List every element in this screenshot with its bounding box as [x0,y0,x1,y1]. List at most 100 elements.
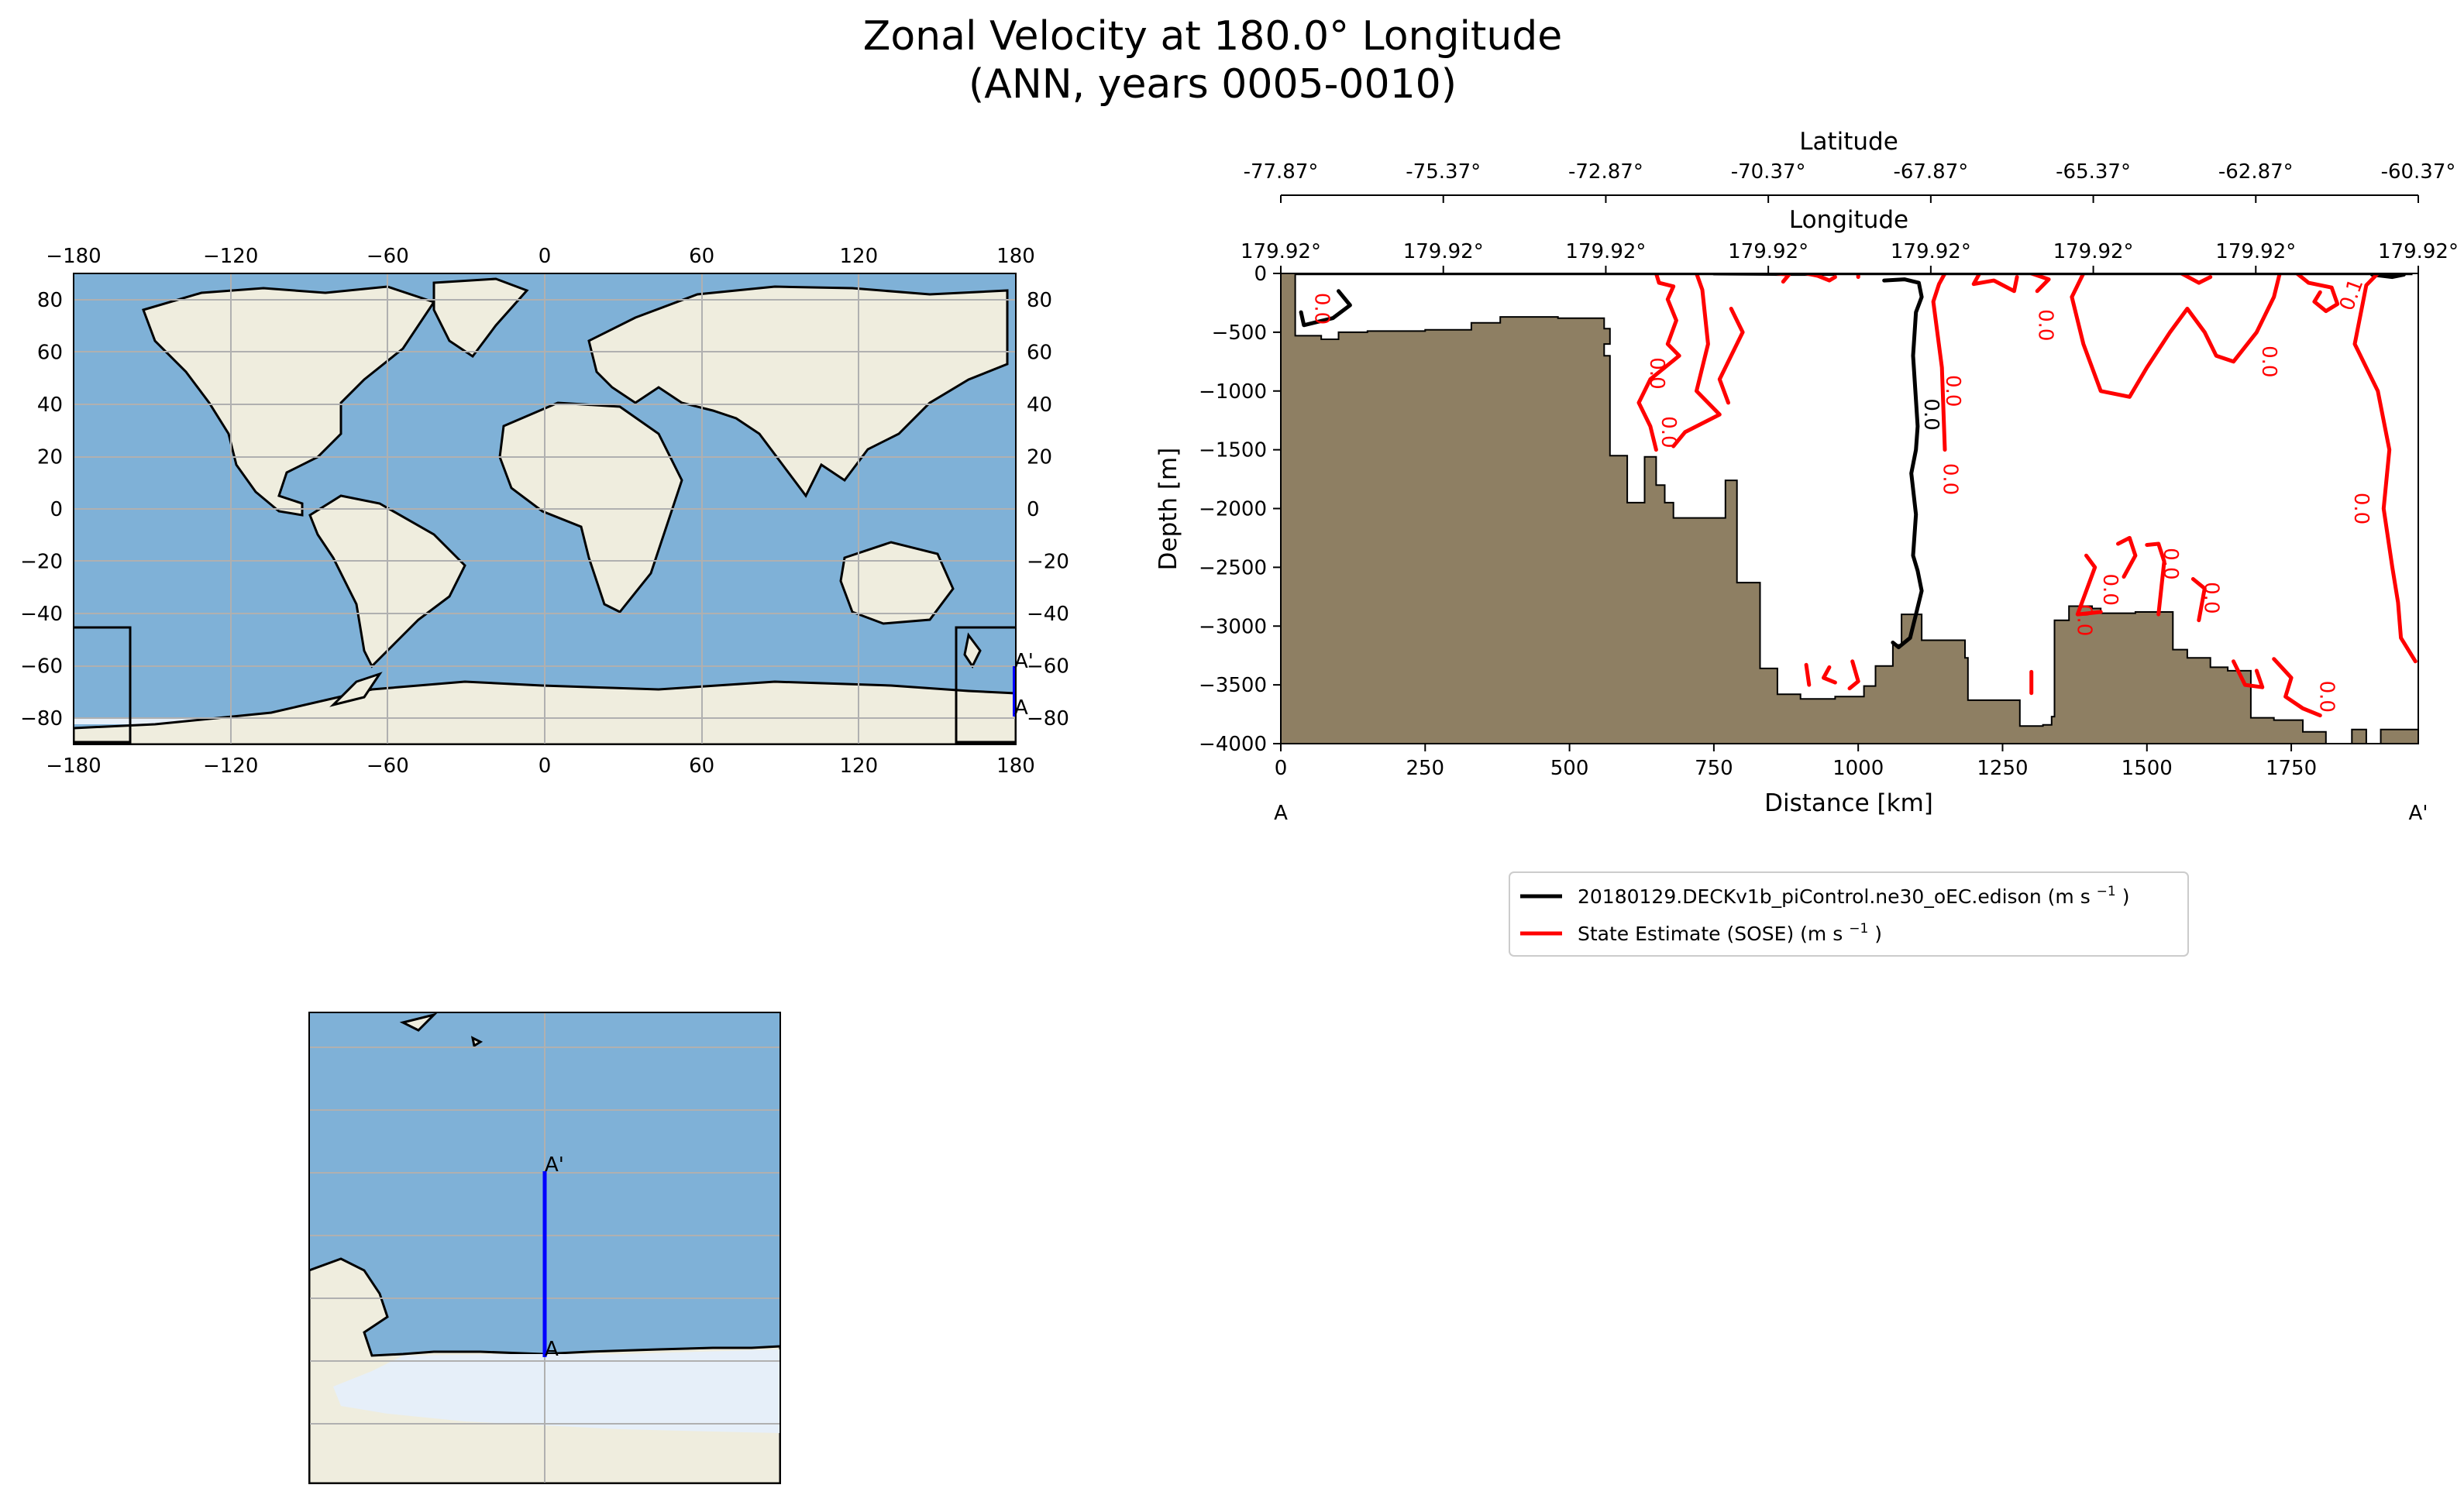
inset-islands [399,1012,484,1048]
section-plot: 0 250 500 750 1000 1250 1500 1750 0 −500 −1000 −150… [1155,128,2459,825]
contour-label: 0.0 [2098,574,2122,606]
y-tick-label: −1000 [1199,380,1267,404]
map-lon-tick-bottom: −60 [367,754,409,778]
model-contour [1299,289,1352,328]
obs-contour [2295,273,2340,314]
map-lat-tick-right: 0 [1027,498,1040,521]
lon-tick-label: 179.92° [1891,240,1971,263]
x-tick-label: 0 [1275,757,1288,780]
legend-obs-units: (m s [1800,923,1843,945]
longitude-axis-label: Longitude [1789,206,1908,234]
contour-label: 0.0 [1941,375,1964,407]
latitude-axis-label: Latitude [1799,128,1898,156]
map-lon-tick-bottom: −120 [203,754,258,778]
legend-model-units-sup: −1 [2097,884,2116,899]
contour-label: 0.0 [2033,309,2056,341]
x-tick-label: 1500 [2122,757,2173,780]
obs-contour [1822,665,1837,685]
x-tick-label: 250 [1406,757,1444,780]
x-axis-label: Distance [km] [1764,789,1933,817]
legend-model-units-close: ) [2122,885,2130,908]
lat-tick-label: -60.37° [2381,160,2456,184]
lat-tick-label: -77.87° [1244,160,1319,184]
map-lat-tick-right: 80 [1027,289,1052,312]
lat-tick-label: -72.87° [1568,160,1643,184]
eurasia [587,285,1009,498]
map-lon-tick-bottom: 120 [840,754,879,778]
model-contour [2369,273,2406,280]
map-lat-tick-right: −20 [1027,551,1069,574]
obs-contour [2232,659,2265,689]
map-label-end: A' [1014,650,1034,673]
x-tick-label: 1750 [2266,757,2317,780]
map-lat-tick-left: 40 [37,394,63,417]
inset-label-start: A [545,1338,559,1361]
obs-contour [2070,273,2282,399]
map-lon-tick-bottom: 60 [689,754,714,778]
contour-label: 0.0 [2257,345,2280,377]
obs-contour [1671,273,1722,449]
map-lon-tick-top: −60 [367,245,409,268]
contour-label: 0.0 [1938,463,1961,495]
y-tick-label: −2000 [1199,498,1267,521]
inset-ice-shelf [333,1349,780,1433]
obs-contour [2145,541,2166,617]
antarctic-peninsula [329,672,383,707]
x-tick-label: 500 [1550,757,1589,780]
obs-contour [1931,273,1947,452]
y-tick-label: −4000 [1199,733,1267,756]
map-lat-tick-right: −60 [1027,655,1069,679]
lat-tick-label: -65.37° [2056,160,2131,184]
legend-obs-units-sup: −1 [1849,921,1868,937]
obs-contour [2029,273,2051,294]
obs-contour [1971,273,2019,294]
figure-title-line2: (ANN, years 0005-0010) [969,61,1457,108]
lon-tick-label: 179.92° [1728,240,1808,263]
obs-contour [1717,307,1745,405]
obs-contour [2190,577,2207,623]
lon-tick-label: 179.92° [2053,240,2134,263]
figure-title-line1: Zonal Velocity at 180.0° Longitude [863,13,1563,60]
contour-label: 0.0 [1657,416,1680,448]
y-tick-label: −500 [1212,321,1267,345]
y-tick-label: −2500 [1199,556,1267,579]
section-ticks: 0 250 500 750 1000 1250 1500 1750 0 −500 −1000 −150… [1199,160,2459,780]
map-lat-tick-right: 60 [1027,341,1052,364]
lat-tick-label: -67.87° [1893,160,1968,184]
map-lat-tick-left: 60 [37,341,63,364]
inset-label-end: A' [545,1153,564,1177]
inset-map [309,1012,780,1483]
bathymetry [1281,273,2418,744]
lat-tick-label: -70.37° [1731,160,1806,184]
obs-contour [2180,273,2213,285]
legend: 20180129.DECKv1b_piControl.ne30_oEC.edis… [1509,871,2189,957]
lon-tick-label: 179.92° [2215,240,2296,263]
y-tick-label: 0 [1254,263,1267,286]
legend-model-units: (m s [2048,885,2091,908]
legend-obs-name: State Estimate (SOSE) [1578,923,1794,945]
map-lat-tick-right: −40 [1027,603,1069,626]
obs-contour [1847,659,1860,691]
map-lon-tick-top: −120 [203,245,258,268]
legend-obs-units-close: ) [1874,923,1882,945]
map-lon-tick-top: 180 [996,245,1035,268]
endpoint-end-label: A' [2409,802,2428,825]
north-america [142,285,436,517]
contour-label: 0.0 [2159,548,2182,579]
obs-contour [1636,273,1681,452]
y-tick-label: −1500 [1199,439,1267,462]
y-axis-label: Depth [m] [1155,448,1182,571]
inset-frame [308,1012,781,1484]
contour-label: 0.0 [2199,582,2222,614]
contour-label: 0.0 [1919,398,1943,430]
lon-tick-label: 179.92° [1241,240,1321,263]
map-lon-tick-bottom: 0 [539,754,552,778]
map-label-start: A [1014,696,1028,720]
y-tick-label: −3000 [1199,615,1267,638]
map-lat-tick-left: 0 [50,498,63,521]
greenland [432,277,529,359]
map-lat-tick-left: 80 [37,289,63,312]
legend-model-name: 20180129.DECKv1b_piControl.ne30_oEC.edis… [1578,885,2042,908]
lat-tick-label: -62.87° [2218,160,2294,184]
